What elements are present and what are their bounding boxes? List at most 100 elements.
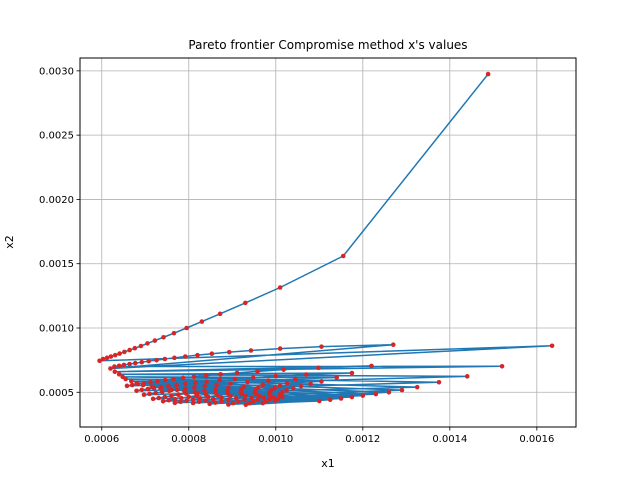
data-point xyxy=(172,400,178,406)
data-point xyxy=(112,364,117,369)
data-point xyxy=(121,362,127,368)
data-point xyxy=(186,394,192,400)
y-tick-label: 0.0005 xyxy=(39,388,74,399)
data-point xyxy=(250,399,256,404)
data-point xyxy=(213,400,218,405)
data-point xyxy=(236,399,241,404)
data-point xyxy=(298,383,304,389)
data-point xyxy=(180,375,186,381)
data-point xyxy=(104,355,110,361)
data-point xyxy=(209,351,215,357)
data-point xyxy=(219,398,224,404)
data-point xyxy=(162,356,168,362)
data-point xyxy=(349,394,355,400)
data-point xyxy=(255,369,260,374)
data-point xyxy=(139,359,145,365)
data-point xyxy=(340,253,346,259)
data-point xyxy=(464,374,470,379)
data-point xyxy=(206,394,211,400)
data-point xyxy=(100,356,106,362)
data-point xyxy=(141,392,147,398)
x-axis-title: x1 xyxy=(321,457,335,470)
data-point xyxy=(203,398,209,403)
data-point xyxy=(261,395,266,401)
data-point xyxy=(284,388,289,393)
data-point xyxy=(360,393,366,398)
data-point xyxy=(108,366,113,371)
data-point xyxy=(162,377,168,383)
data-point xyxy=(158,386,163,391)
data-point xyxy=(233,395,239,401)
data-point xyxy=(204,379,209,384)
data-point xyxy=(174,387,180,393)
data-point xyxy=(234,370,240,376)
y-tick-label: 0.0030 xyxy=(39,66,74,77)
x-tick-label: 0.0006 xyxy=(84,434,119,445)
data-point xyxy=(369,363,374,369)
data-point xyxy=(260,382,266,388)
data-point xyxy=(171,376,176,382)
y-axis-title: x2 xyxy=(3,235,16,249)
data-point xyxy=(243,402,249,408)
data-point xyxy=(172,396,178,402)
data-point xyxy=(178,399,183,405)
y-tick-label: 0.0015 xyxy=(39,259,74,270)
data-point xyxy=(139,387,145,393)
data-point xyxy=(150,396,156,402)
data-point xyxy=(153,390,159,396)
data-point xyxy=(499,364,505,369)
data-point xyxy=(172,355,177,361)
data-point xyxy=(226,397,231,402)
data-point xyxy=(202,383,208,389)
data-point xyxy=(290,386,296,391)
data-point xyxy=(145,341,150,346)
ticks: 0.0006 0.0008 0.0010 0.0012 0.0014 0.0016 0.00… xyxy=(39,66,554,445)
data-point xyxy=(174,382,179,388)
data-point xyxy=(217,311,223,317)
data-point xyxy=(349,370,355,376)
data-point xyxy=(154,357,159,363)
data-point xyxy=(162,394,168,400)
data-point xyxy=(218,371,223,377)
data-point xyxy=(246,400,252,406)
y-tick-label: 0.0010 xyxy=(39,324,74,335)
data-point xyxy=(272,398,278,403)
data-point xyxy=(248,348,254,353)
data-point xyxy=(148,379,153,385)
data-point xyxy=(108,354,114,359)
data-point xyxy=(184,325,189,331)
data-point xyxy=(190,400,196,406)
data-point xyxy=(169,393,174,399)
data-point xyxy=(155,378,160,384)
x-tick-label: 0.0014 xyxy=(432,434,467,445)
data-point xyxy=(232,376,238,382)
data-point xyxy=(134,380,139,386)
data-point xyxy=(210,396,216,402)
data-point xyxy=(192,385,197,390)
data-point xyxy=(228,393,233,399)
data-point xyxy=(129,382,135,388)
data-point xyxy=(399,387,405,393)
data-point xyxy=(316,365,321,371)
plot-frame xyxy=(79,57,577,428)
data-point xyxy=(132,345,138,351)
data-point xyxy=(277,383,283,389)
data-point xyxy=(184,398,189,404)
data-point xyxy=(171,330,177,336)
data-point xyxy=(317,398,322,404)
data-point xyxy=(281,367,286,372)
data-point xyxy=(132,360,138,366)
data-point xyxy=(245,379,250,385)
data-point xyxy=(152,338,158,343)
data-point xyxy=(182,381,188,387)
data-point xyxy=(207,401,212,407)
data-point xyxy=(214,382,219,388)
data-point xyxy=(117,351,122,356)
data-point xyxy=(179,395,184,401)
data-point xyxy=(127,347,132,353)
data-point xyxy=(146,358,152,364)
data-point xyxy=(266,378,271,383)
data-point xyxy=(182,389,187,394)
data-point xyxy=(334,375,340,380)
data-point xyxy=(127,361,132,367)
